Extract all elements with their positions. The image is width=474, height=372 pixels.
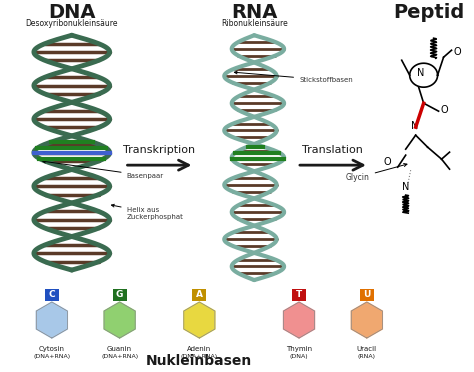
- Text: C: C: [48, 290, 55, 299]
- FancyBboxPatch shape: [360, 289, 374, 301]
- Text: O: O: [440, 105, 448, 115]
- Text: Peptid: Peptid: [393, 3, 464, 22]
- Text: Transkription: Transkription: [123, 145, 196, 155]
- Polygon shape: [184, 302, 215, 338]
- Text: T: T: [296, 290, 302, 299]
- Text: (DNA+RNA): (DNA+RNA): [33, 354, 71, 359]
- Polygon shape: [104, 302, 135, 338]
- Text: Adenin: Adenin: [187, 346, 211, 352]
- Text: (DNA+RNA): (DNA+RNA): [101, 354, 138, 359]
- Text: N: N: [411, 121, 419, 131]
- Text: Desoxyribonukleinsäure: Desoxyribonukleinsäure: [26, 19, 118, 28]
- Text: U: U: [363, 290, 371, 299]
- Text: Uracil: Uracil: [357, 346, 377, 352]
- Text: (DNA+RNA): (DNA+RNA): [181, 354, 218, 359]
- Text: Ribonukleinsäure: Ribonukleinsäure: [221, 19, 288, 28]
- Text: Stickstoffbasen: Stickstoffbasen: [234, 71, 353, 83]
- FancyBboxPatch shape: [292, 289, 306, 301]
- Text: DNA: DNA: [48, 3, 96, 22]
- FancyBboxPatch shape: [192, 289, 206, 301]
- Text: N: N: [417, 68, 424, 78]
- Text: Guanin: Guanin: [107, 346, 132, 352]
- Text: (RNA): (RNA): [358, 354, 376, 359]
- Text: Helix aus
Zuckerphosphat: Helix aus Zuckerphosphat: [111, 204, 183, 220]
- Text: Nukleinbasen: Nukleinbasen: [146, 354, 253, 368]
- Polygon shape: [36, 302, 67, 338]
- Polygon shape: [351, 302, 383, 338]
- Text: Basenpaar: Basenpaar: [43, 160, 164, 179]
- Text: Glycin: Glycin: [346, 164, 407, 182]
- Text: G: G: [116, 290, 123, 299]
- Text: O: O: [454, 47, 461, 57]
- FancyBboxPatch shape: [113, 289, 127, 301]
- Polygon shape: [283, 302, 315, 338]
- Text: N: N: [402, 182, 410, 192]
- Text: RNA: RNA: [231, 3, 277, 22]
- FancyBboxPatch shape: [45, 289, 59, 301]
- Text: (DNA): (DNA): [290, 354, 309, 359]
- Text: O: O: [384, 157, 392, 167]
- Text: Cytosin: Cytosin: [39, 346, 65, 352]
- Text: A: A: [196, 290, 203, 299]
- Text: Translation: Translation: [302, 145, 364, 155]
- Text: Thymin: Thymin: [286, 346, 312, 352]
